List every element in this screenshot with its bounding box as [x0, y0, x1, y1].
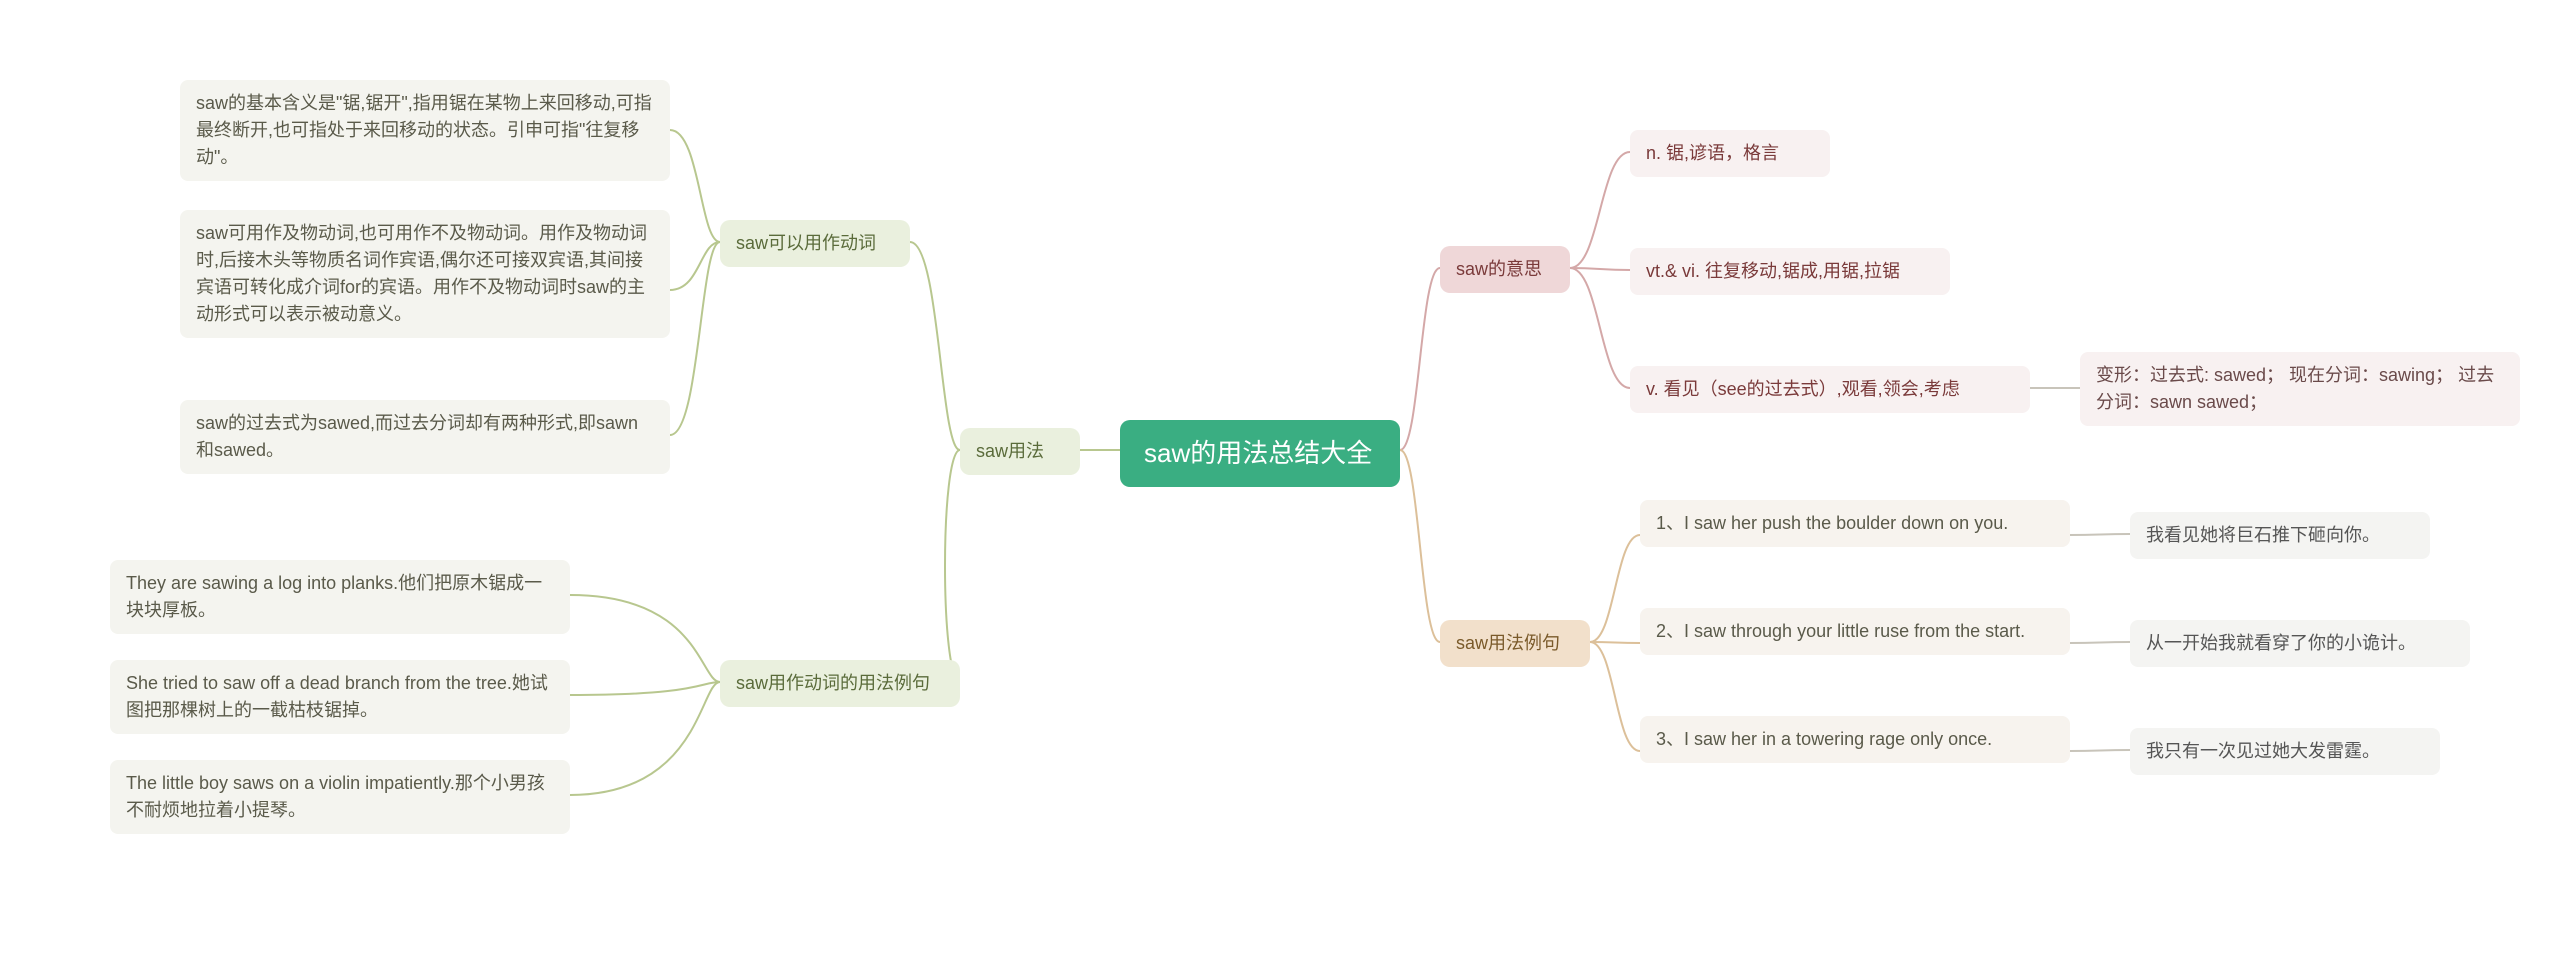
- usage-verb-item-1: saw可用作及物动词,也可用作不及物动词。用作及物动词时,后接木头等物质名词作宾…: [180, 210, 670, 338]
- branch-usage-verb-examples: saw用作动词的用法例句: [720, 660, 960, 707]
- mindmap-root: saw的用法总结大全: [1120, 420, 1400, 487]
- meaning-item-2: v. 看见（see的过去式）,观看,领会,考虑: [1630, 366, 2030, 413]
- branch-usage: saw用法: [960, 428, 1080, 475]
- usage-verb-ex-0: They are sawing a log into planks.他们把原木锯…: [110, 560, 570, 634]
- branch-usage-verb: saw可以用作动词: [720, 220, 910, 267]
- usage-verb-ex-2: The little boy saws on a violin impatien…: [110, 760, 570, 834]
- meaning-item-0: n. 锯,谚语，格言: [1630, 130, 1830, 177]
- branch-meaning: saw的意思: [1440, 246, 1570, 293]
- usage-verb-item-2: saw的过去式为sawed,而过去分词却有两种形式,即sawn和sawed。: [180, 400, 670, 474]
- meaning-inflection: 变形：过去式: sawed； 现在分词：sawing； 过去分词：sawn sa…: [2080, 352, 2520, 426]
- branch-examples: saw用法例句: [1440, 620, 1590, 667]
- usage-verb-ex-1: She tried to saw off a dead branch from …: [110, 660, 570, 734]
- example-1-en: 2、I saw through your little ruse from th…: [1640, 608, 2070, 655]
- example-2-zh: 我只有一次见过她大发雷霆。: [2130, 728, 2440, 775]
- example-2-en: 3、I saw her in a towering rage only once…: [1640, 716, 2070, 763]
- example-0-zh: 我看见她将巨石推下砸向你。: [2130, 512, 2430, 559]
- meaning-item-1: vt.& vi. 往复移动,锯成,用锯,拉锯: [1630, 248, 1950, 295]
- example-0-en: 1、I saw her push the boulder down on you…: [1640, 500, 2070, 547]
- usage-verb-item-0: saw的基本含义是"锯,锯开",指用锯在某物上来回移动,可指最终断开,也可指处于…: [180, 80, 670, 181]
- example-1-zh: 从一开始我就看穿了你的小诡计。: [2130, 620, 2470, 667]
